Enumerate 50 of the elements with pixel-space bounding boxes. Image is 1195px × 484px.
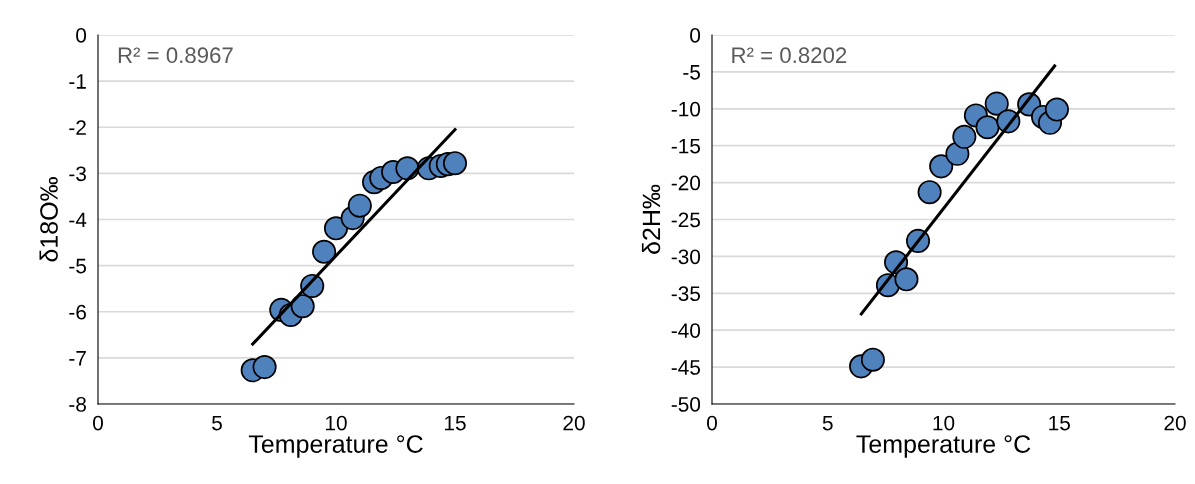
point <box>1044 97 1069 122</box>
y-tick-label: -20 <box>671 175 701 191</box>
point <box>975 115 1000 140</box>
y-axis-title: δ2H‰ <box>641 184 661 254</box>
point <box>984 91 1009 116</box>
y-tick-label: -1 <box>69 74 86 89</box>
y-tick-label: -45 <box>671 360 701 375</box>
y-tick-label: -4 <box>69 212 87 228</box>
point <box>312 239 337 264</box>
y-tick-label: -40 <box>671 323 701 338</box>
point <box>894 267 919 292</box>
x-tick-label: 15 <box>445 415 466 431</box>
y-tick-label: -2 <box>69 120 86 135</box>
x-axis-title: Temperature °C <box>248 435 423 458</box>
point <box>323 216 349 241</box>
x-tick-label: 10 <box>326 415 347 431</box>
point <box>442 151 468 176</box>
y-tick-label: -30 <box>671 249 701 265</box>
y-tick-label: -35 <box>671 286 701 302</box>
point <box>347 193 372 218</box>
y-tick-label: -5 <box>683 65 701 80</box>
x-tick-label: 5 <box>212 415 222 431</box>
y-tick-label: -6 <box>69 304 86 320</box>
point <box>952 124 977 149</box>
x-tick-label: 0 <box>707 415 717 431</box>
x-tick-label: 20 <box>1164 415 1186 431</box>
y-tick-label: -10 <box>671 101 701 117</box>
x-tick-label: 20 <box>563 415 585 431</box>
x-tick-label: 0 <box>93 415 103 431</box>
annotation: R² = 0.8967 <box>118 47 233 64</box>
y-tick-label: 0 <box>76 28 87 43</box>
point <box>252 355 277 380</box>
x-axis-title: Temperature °C <box>856 435 1031 458</box>
y-axis-title: δ18O‰ <box>39 177 58 262</box>
y-tick-label: -15 <box>671 138 701 154</box>
y-tick-label: -8 <box>69 397 86 412</box>
x-tick-label: 15 <box>1049 415 1070 431</box>
annotation: R² = 0.8202 <box>732 47 847 64</box>
point <box>290 294 315 319</box>
y-tick-label: -7 <box>69 351 86 366</box>
y-tick-label: -25 <box>671 212 701 228</box>
y-tick-label: -5 <box>69 258 87 274</box>
y-tick-label: -3 <box>69 166 86 182</box>
x-tick-label: 10 <box>933 415 955 431</box>
point <box>860 347 885 372</box>
y-tick-label: -50 <box>671 397 701 412</box>
y-tick-label: 0 <box>690 28 701 43</box>
x-tick-label: 5 <box>822 415 833 431</box>
point <box>929 154 954 179</box>
point <box>917 180 942 205</box>
